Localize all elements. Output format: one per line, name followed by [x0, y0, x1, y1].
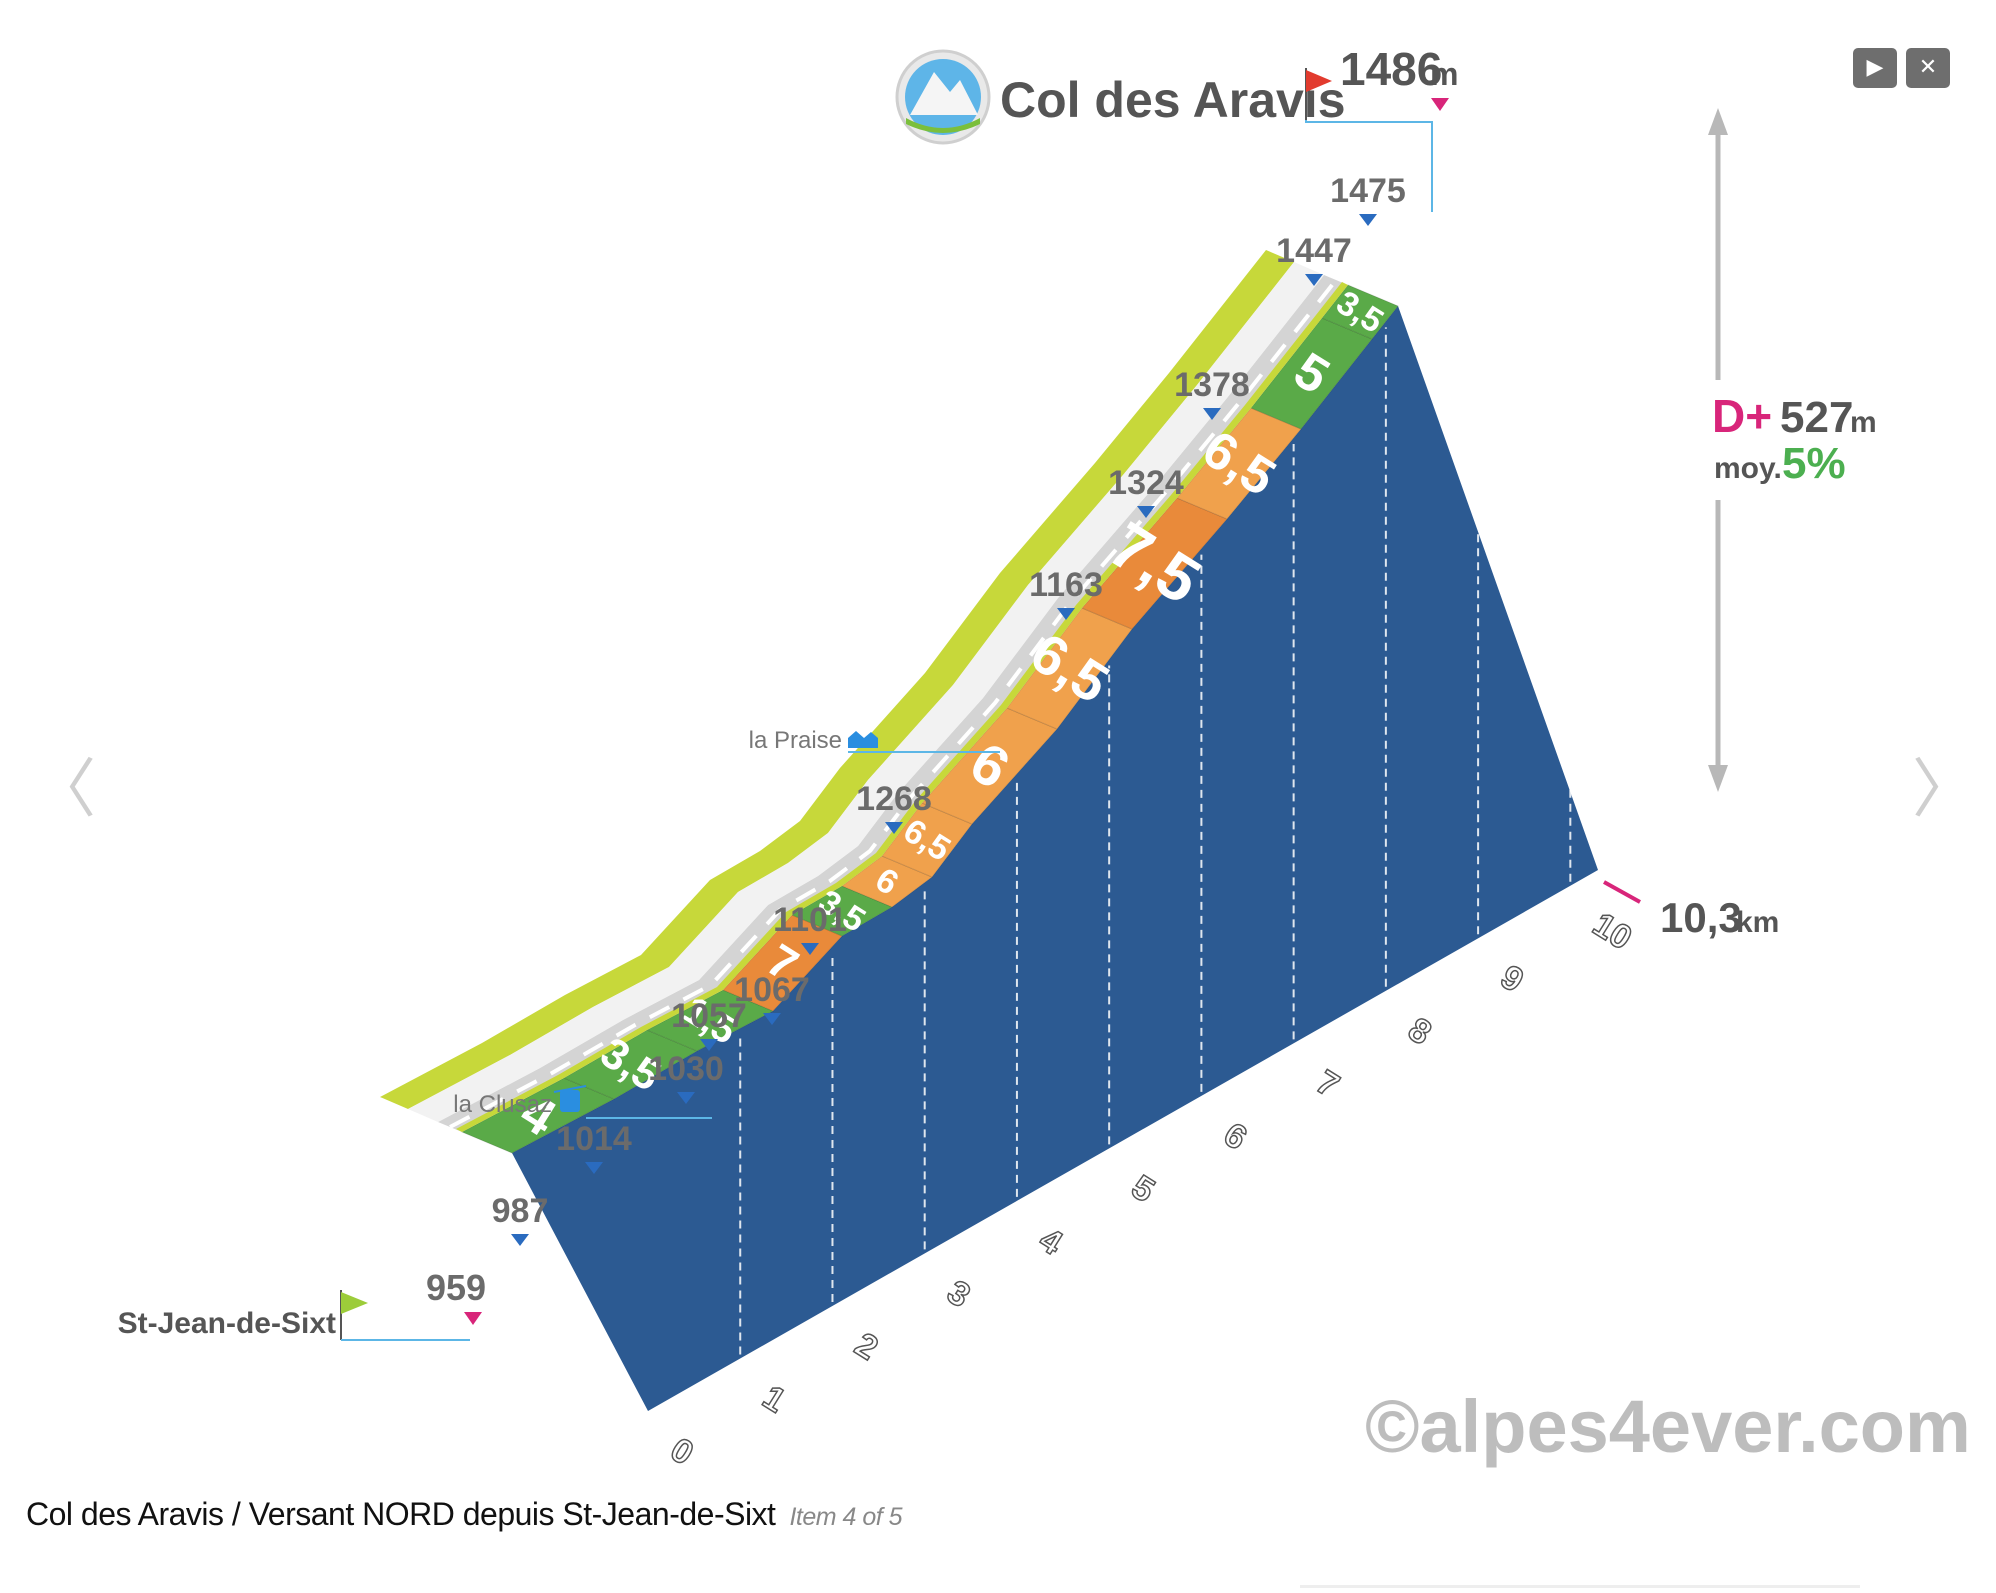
start-name: St-Jean-de-Sixt	[118, 1307, 336, 1340]
km-tick-label: 10	[1586, 905, 1638, 957]
km-tick-label: 3	[940, 1273, 976, 1315]
altitude-label: 1378	[1174, 366, 1250, 404]
place-label-la-clusaz: la Clusaz	[453, 1091, 552, 1118]
km-tick-label: 4	[1033, 1220, 1069, 1262]
altitude-marker-icon	[1359, 214, 1377, 226]
gradient-strip	[460, 284, 1399, 1154]
km-tick-label: 0	[664, 1431, 700, 1473]
summit-logo-mountain	[910, 72, 978, 115]
caption: Col des Aravis / Versant NORD depuis St-…	[26, 1496, 903, 1533]
next-arrow-icon[interactable]: 〉	[1912, 753, 1976, 827]
altitude-marker-icon	[1137, 506, 1155, 518]
altitude-label: 1447	[1276, 232, 1352, 270]
altitude-label: 987	[492, 1192, 549, 1230]
road-asphalt	[438, 275, 1348, 1132]
altitude-marker-icon	[1305, 274, 1323, 286]
average-gradient: 5%	[1782, 439, 1846, 488]
altitude-label: 1067	[734, 971, 810, 1009]
summit-marker-icon	[1431, 98, 1449, 111]
caption-item-counter: Item 4 of 5	[789, 1503, 903, 1531]
km-tick-label: 9	[1494, 958, 1530, 1000]
altitude-marker-icon	[763, 1013, 781, 1025]
road-verge	[380, 250, 1348, 1132]
altitude-label: 1324	[1108, 464, 1184, 502]
previous-arrow-icon[interactable]: 〈	[32, 753, 96, 827]
altitude-label: 1101	[773, 901, 847, 939]
km-tick-label: 1	[756, 1378, 792, 1420]
average-prefix: moy.	[1714, 452, 1782, 485]
total-distance: 10,3	[1660, 894, 1742, 941]
dplus-unit: m	[1850, 406, 1877, 439]
dplus-prefix: D+	[1712, 390, 1772, 442]
profile-wall	[512, 306, 1598, 1411]
summit-altitude: 1486	[1340, 43, 1442, 95]
km-tick-label: 5	[1125, 1168, 1161, 1210]
houses-icon	[848, 731, 878, 748]
altitude-label: 1475	[1330, 172, 1406, 210]
total-distance-unit: km	[1736, 906, 1779, 939]
play-button[interactable]: ▶	[1853, 48, 1897, 88]
watermark: ©alpes4ever.com	[1365, 1385, 1971, 1468]
summit-flag-icon	[1306, 70, 1332, 92]
altitude-label: 1268	[856, 780, 932, 818]
altitude-marker-icon	[1203, 408, 1221, 420]
summit-name: Col des Aravis	[1000, 72, 1346, 128]
altitude-label: 1163	[1029, 566, 1103, 604]
km-tick-label: 6	[1217, 1115, 1253, 1157]
start-altitude: 959	[426, 1267, 486, 1308]
start-marker-icon	[464, 1312, 482, 1325]
km-tick-label: 2	[848, 1326, 884, 1368]
altitude-label: 1030	[648, 1050, 724, 1088]
km-tick-label: 8	[1402, 1010, 1438, 1052]
gondola-icon	[560, 1090, 580, 1112]
distance-marker	[1603, 880, 1641, 904]
place-label-la-praise: la Praise	[749, 727, 842, 754]
altitude-marker-icon	[677, 1092, 695, 1104]
verge-left	[380, 250, 1294, 1109]
altitude-marker-icon	[700, 1039, 718, 1051]
profile-wall-face	[512, 306, 1598, 1411]
profile-annotations: Col des Aravis1486mSt-Jean-de-Sixt959la …	[118, 43, 1971, 1468]
altitude-marker-icon	[885, 822, 903, 834]
altitude-marker-icon	[801, 943, 819, 955]
start-flag-icon	[341, 1292, 368, 1314]
km-dividers	[739, 312, 1572, 1355]
altitude-marker-icon	[585, 1162, 603, 1174]
arrow-down-icon	[1708, 765, 1728, 792]
gondola-cable	[553, 1085, 587, 1093]
arrow-up-icon	[1708, 108, 1728, 135]
km-tick-label: 7	[1309, 1063, 1345, 1105]
altitude-marker-icon	[1057, 608, 1075, 620]
gradient-segment	[1321, 284, 1399, 340]
altitude-marker-icon	[511, 1234, 529, 1246]
verge-shoulder	[408, 262, 1324, 1122]
caption-divider	[1300, 1585, 1860, 1588]
summit-logo-meadow	[906, 118, 980, 133]
close-button[interactable]: ✕	[1906, 48, 1950, 88]
dplus-value: 527	[1780, 393, 1853, 442]
summit-altitude-unit: m	[1430, 56, 1458, 92]
altitude-label: 1057	[671, 997, 747, 1035]
altitude-label: 1014	[556, 1120, 632, 1158]
summit-leader-line	[1305, 120, 1433, 212]
caption-title: Col des Aravis / Versant NORD depuis St-…	[26, 1496, 776, 1532]
